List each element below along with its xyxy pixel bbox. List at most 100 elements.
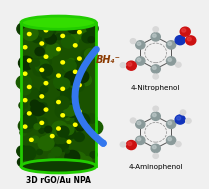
Circle shape bbox=[137, 42, 141, 45]
Circle shape bbox=[68, 23, 80, 33]
Circle shape bbox=[17, 146, 28, 156]
Circle shape bbox=[66, 139, 71, 144]
Circle shape bbox=[52, 147, 61, 156]
Circle shape bbox=[46, 31, 49, 34]
Circle shape bbox=[38, 118, 47, 126]
Circle shape bbox=[46, 70, 55, 78]
Circle shape bbox=[20, 146, 36, 160]
Circle shape bbox=[20, 130, 26, 136]
Circle shape bbox=[126, 140, 136, 150]
Circle shape bbox=[167, 57, 176, 65]
Circle shape bbox=[182, 29, 186, 32]
Circle shape bbox=[56, 73, 61, 78]
Circle shape bbox=[39, 121, 44, 125]
Circle shape bbox=[29, 94, 33, 97]
Circle shape bbox=[49, 37, 56, 43]
Circle shape bbox=[56, 126, 61, 131]
Circle shape bbox=[67, 86, 76, 94]
Circle shape bbox=[44, 134, 57, 145]
Circle shape bbox=[167, 41, 176, 49]
Circle shape bbox=[39, 41, 44, 46]
Circle shape bbox=[151, 65, 160, 73]
Circle shape bbox=[84, 49, 96, 59]
Circle shape bbox=[70, 152, 86, 166]
Circle shape bbox=[167, 136, 176, 145]
Circle shape bbox=[57, 126, 69, 137]
Circle shape bbox=[175, 115, 185, 124]
Circle shape bbox=[82, 33, 93, 43]
Circle shape bbox=[153, 34, 156, 37]
Circle shape bbox=[45, 34, 51, 40]
Circle shape bbox=[32, 136, 39, 143]
Circle shape bbox=[186, 119, 191, 123]
Circle shape bbox=[64, 103, 70, 109]
Circle shape bbox=[40, 103, 47, 109]
Circle shape bbox=[88, 32, 96, 39]
Circle shape bbox=[137, 137, 141, 141]
Ellipse shape bbox=[21, 16, 96, 29]
Circle shape bbox=[151, 33, 160, 41]
Circle shape bbox=[33, 60, 40, 66]
Circle shape bbox=[45, 34, 56, 44]
Circle shape bbox=[168, 42, 172, 45]
Circle shape bbox=[73, 96, 78, 101]
Circle shape bbox=[23, 77, 28, 82]
Circle shape bbox=[73, 122, 78, 127]
FancyArrowPatch shape bbox=[75, 49, 103, 143]
Circle shape bbox=[37, 24, 46, 33]
Circle shape bbox=[22, 26, 38, 40]
Polygon shape bbox=[21, 23, 96, 166]
Circle shape bbox=[23, 45, 28, 50]
Circle shape bbox=[22, 160, 33, 170]
Circle shape bbox=[21, 115, 29, 123]
Circle shape bbox=[63, 100, 68, 104]
Circle shape bbox=[32, 34, 41, 43]
Circle shape bbox=[73, 43, 78, 48]
Circle shape bbox=[17, 23, 31, 35]
Circle shape bbox=[48, 153, 55, 159]
Circle shape bbox=[33, 64, 46, 76]
Circle shape bbox=[40, 64, 52, 76]
Circle shape bbox=[39, 68, 44, 72]
Circle shape bbox=[55, 139, 68, 151]
Circle shape bbox=[186, 36, 196, 45]
Circle shape bbox=[79, 123, 84, 128]
Circle shape bbox=[63, 159, 67, 163]
Circle shape bbox=[168, 137, 172, 141]
Text: 3D rGO/Au NPA: 3D rGO/Au NPA bbox=[26, 175, 91, 184]
Circle shape bbox=[60, 113, 65, 118]
Circle shape bbox=[87, 121, 103, 135]
Circle shape bbox=[27, 58, 32, 63]
Circle shape bbox=[151, 144, 160, 153]
Circle shape bbox=[55, 104, 71, 118]
Circle shape bbox=[87, 114, 97, 123]
Circle shape bbox=[137, 121, 141, 125]
Circle shape bbox=[70, 61, 82, 72]
Circle shape bbox=[153, 27, 158, 32]
Circle shape bbox=[180, 110, 186, 115]
Circle shape bbox=[23, 98, 28, 102]
Circle shape bbox=[75, 113, 90, 127]
Circle shape bbox=[175, 36, 185, 45]
Circle shape bbox=[65, 149, 69, 153]
Circle shape bbox=[27, 32, 32, 36]
Circle shape bbox=[65, 150, 80, 164]
Circle shape bbox=[64, 105, 76, 116]
Circle shape bbox=[71, 83, 75, 87]
Circle shape bbox=[120, 142, 126, 147]
Circle shape bbox=[22, 25, 28, 30]
Circle shape bbox=[151, 112, 160, 120]
Circle shape bbox=[77, 30, 82, 34]
Circle shape bbox=[76, 123, 84, 131]
Circle shape bbox=[130, 118, 136, 123]
Circle shape bbox=[29, 138, 34, 142]
Circle shape bbox=[79, 75, 91, 86]
Circle shape bbox=[23, 71, 28, 76]
Circle shape bbox=[19, 23, 33, 36]
Circle shape bbox=[27, 88, 39, 99]
Circle shape bbox=[120, 63, 126, 67]
Circle shape bbox=[63, 125, 74, 135]
Circle shape bbox=[66, 87, 70, 91]
Circle shape bbox=[180, 27, 190, 36]
Circle shape bbox=[57, 78, 70, 89]
